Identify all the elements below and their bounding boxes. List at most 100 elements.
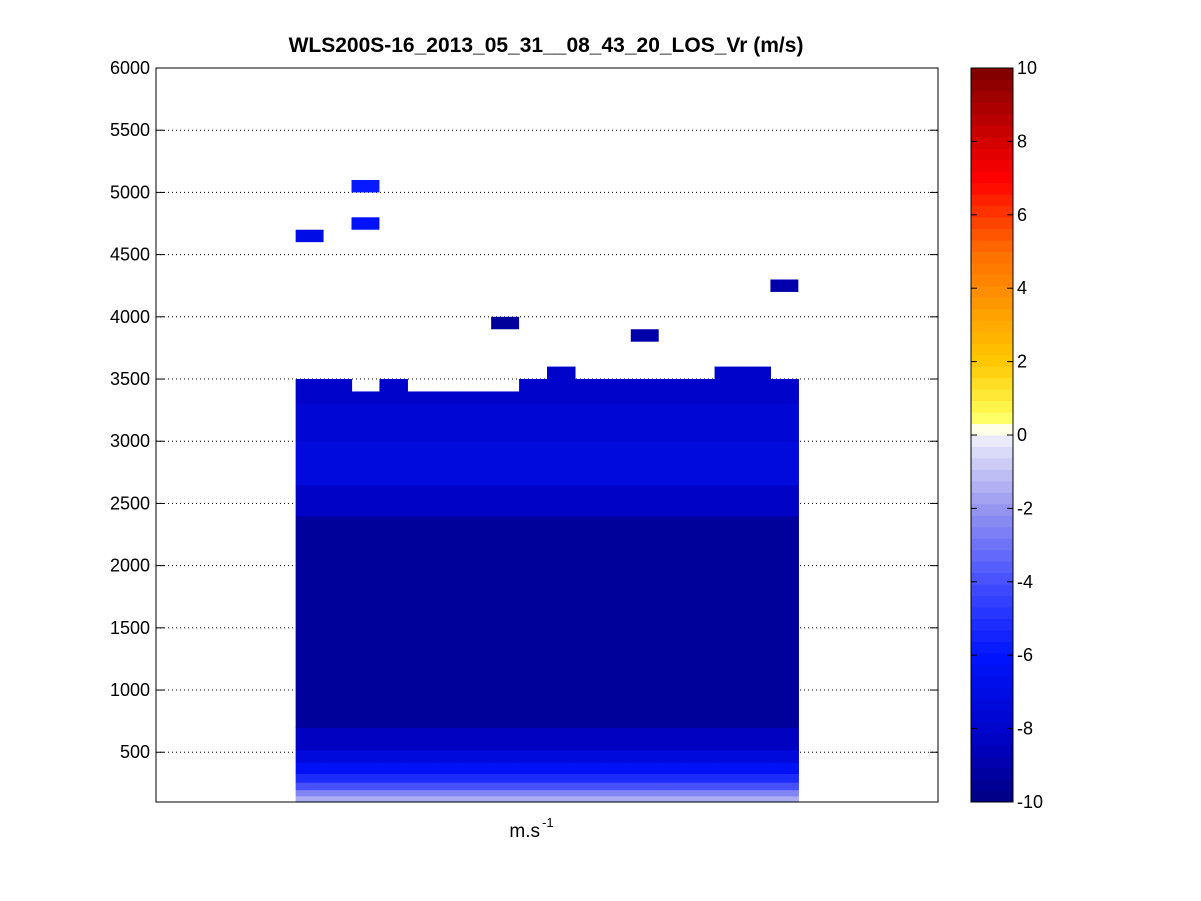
velocity-cell (463, 782, 492, 791)
velocity-cell (379, 789, 408, 797)
velocity-cell (770, 484, 799, 517)
y-tick-label: 1500 (110, 618, 150, 638)
velocity-cell (491, 789, 520, 797)
velocity-cell (295, 795, 325, 803)
velocity-cell (435, 727, 464, 751)
velocity-cell (435, 789, 464, 797)
colorbar-swatch (971, 354, 1013, 367)
velocity-cell (686, 789, 716, 797)
velocity-cell (547, 762, 576, 774)
colorbar-swatch (971, 733, 1013, 746)
colorbar-swatch (971, 595, 1013, 608)
colorbar-swatch (971, 446, 1013, 459)
velocity-cell (574, 762, 604, 774)
velocity-cell (435, 441, 464, 486)
velocity-cell (742, 795, 772, 803)
velocity-cell (295, 782, 325, 791)
velocity-cell (742, 773, 772, 783)
velocity-cell (379, 795, 408, 803)
velocity-cell (547, 789, 576, 797)
velocity-cell (742, 782, 772, 791)
colorbar-swatch (971, 480, 1013, 493)
colorbar-swatch (971, 435, 1013, 447)
velocity-cell (658, 782, 688, 791)
y-tick-label: 2000 (110, 556, 150, 576)
velocity-cell (602, 379, 632, 405)
velocity-cell (658, 515, 688, 728)
velocity-cell (742, 484, 772, 517)
colorbar-swatch (971, 159, 1013, 172)
velocity-cell (491, 441, 520, 486)
velocity-cell (630, 379, 660, 405)
velocity-cell (519, 727, 548, 751)
velocity-cell (686, 782, 716, 791)
velocity-cell (770, 749, 799, 763)
velocity-cell (770, 379, 799, 405)
velocity-cell (519, 484, 548, 517)
velocity-cell (658, 484, 688, 517)
colorbar-swatch (971, 503, 1013, 516)
y-tick-label: 2500 (110, 493, 150, 513)
velocity-cell (407, 773, 436, 783)
colorbar-swatch (971, 710, 1013, 723)
colorbar-tick-label: -8 (1017, 719, 1033, 739)
velocity-cell (714, 515, 744, 728)
velocity-cell (379, 484, 408, 517)
colorbar-tick-label: 8 (1017, 131, 1027, 151)
colorbar-swatch (971, 492, 1013, 505)
velocity-cell (323, 441, 353, 486)
colorbar-swatch (971, 721, 1013, 734)
colorbar-ticks: -10 -8 -6 -4 -2 0 2 4 6 8 10 (971, 58, 1043, 812)
colorbar-swatch (971, 205, 1013, 218)
velocity-cell (547, 484, 576, 517)
colorbar-tick-label: -4 (1017, 572, 1033, 592)
velocity-cell (658, 403, 688, 442)
velocity-cell (714, 484, 744, 517)
colorbar-swatch (971, 171, 1013, 184)
isolated-velocity-cell (351, 179, 380, 193)
velocity-cell (714, 749, 744, 763)
plot-area-frame (155, 67, 939, 803)
colorbar-swatch (971, 572, 1013, 585)
velocity-cell (407, 391, 436, 405)
colorbar-swatch (971, 744, 1013, 757)
velocity-cell (602, 795, 632, 803)
velocity-cell (491, 727, 520, 751)
velocity-cell (602, 727, 632, 751)
colorbar-swatch (971, 526, 1013, 539)
velocity-cell (407, 515, 436, 728)
velocity-cell (574, 727, 604, 751)
colorbar-swatch (971, 320, 1013, 333)
velocity-cell (463, 403, 492, 442)
velocity-cell (435, 773, 464, 783)
colorbar-swatch (971, 68, 1013, 80)
velocity-cell (770, 782, 799, 791)
velocity-cell (407, 727, 436, 751)
velocity-cell (463, 441, 492, 486)
colorbar-swatch (971, 618, 1013, 631)
velocity-cell (491, 515, 520, 728)
colorbar-tick-label: 2 (1017, 352, 1027, 372)
velocity-cell (686, 379, 716, 405)
y-tick-label: 5500 (110, 120, 150, 140)
velocity-cell (379, 727, 408, 751)
velocity-cell (547, 403, 576, 442)
velocity-cell (547, 795, 576, 803)
velocity-cell (714, 441, 744, 486)
velocity-cell (295, 484, 325, 517)
velocity-cell (463, 789, 492, 797)
velocity-cell (379, 441, 408, 486)
velocity-cell (519, 789, 548, 797)
velocity-cell (463, 749, 492, 763)
velocity-cell (686, 403, 716, 442)
x-axis-label-superscript: -1 (542, 815, 554, 830)
velocity-cell (435, 484, 464, 517)
velocity-cell (630, 773, 660, 783)
velocity-cell (547, 773, 576, 783)
colorbar-swatch (971, 412, 1013, 425)
velocity-cell (463, 391, 492, 405)
velocity-cell (519, 403, 548, 442)
velocity-cell (351, 515, 381, 728)
velocity-cell (295, 379, 325, 405)
colorbar-swatch (971, 148, 1013, 161)
